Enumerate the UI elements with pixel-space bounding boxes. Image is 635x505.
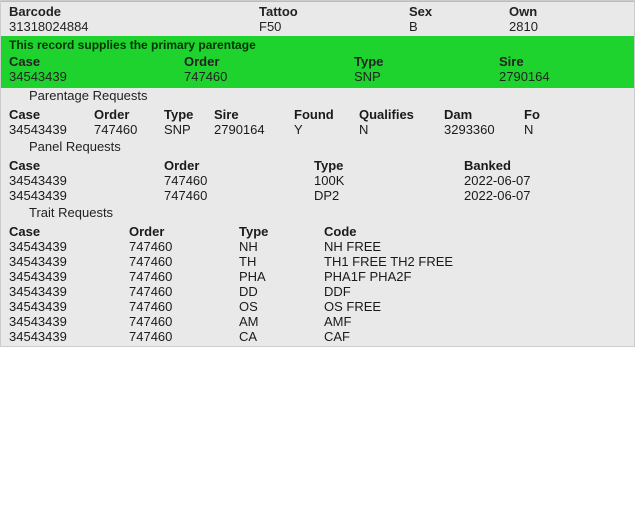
barcode-label: Barcode bbox=[9, 4, 259, 19]
trait-case: 34543439 bbox=[9, 299, 129, 314]
trait-hdr-case: Case bbox=[9, 224, 129, 239]
parentage-fo: N bbox=[524, 122, 626, 137]
panel-section-title: Panel Requests bbox=[1, 139, 634, 156]
trait-hdr-code: Code bbox=[324, 224, 626, 239]
panel-type: DP2 bbox=[314, 188, 464, 203]
primary-type-label: Type bbox=[354, 54, 499, 69]
primary-case-value: 34543439 bbox=[9, 69, 184, 84]
trait-row: 34543439 747460 TH TH1 FREE TH2 FREE bbox=[9, 254, 626, 269]
trait-type: TH bbox=[239, 254, 324, 269]
trait-code: NH FREE bbox=[324, 239, 626, 254]
primary-type-value: SNP bbox=[354, 69, 499, 84]
owner-label: Own bbox=[509, 4, 626, 19]
trait-order: 747460 bbox=[129, 314, 239, 329]
trait-order: 747460 bbox=[129, 239, 239, 254]
primary-order-value: 747460 bbox=[184, 69, 354, 84]
identity-header: Barcode 31318024884 Tattoo F50 Sex B Own… bbox=[1, 1, 634, 36]
trait-type: CA bbox=[239, 329, 324, 344]
trait-type: DD bbox=[239, 284, 324, 299]
trait-row: 34543439 747460 AM AMF bbox=[9, 314, 626, 329]
trait-case: 34543439 bbox=[9, 329, 129, 344]
trait-code: OS FREE bbox=[324, 299, 626, 314]
parentage-hdr-case: Case bbox=[9, 107, 94, 122]
tattoo-label: Tattoo bbox=[259, 4, 409, 19]
trait-type: OS bbox=[239, 299, 324, 314]
trait-case: 34543439 bbox=[9, 254, 129, 269]
trait-row: 34543439 747460 DD DDF bbox=[9, 284, 626, 299]
trait-order: 747460 bbox=[129, 269, 239, 284]
trait-type: PHA bbox=[239, 269, 324, 284]
panel-case: 34543439 bbox=[9, 173, 164, 188]
panel-hdr-case: Case bbox=[9, 158, 164, 173]
panel-hdr-type: Type bbox=[314, 158, 464, 173]
parentage-hdr-qualifies: Qualifies bbox=[359, 107, 444, 122]
trait-code: AMF bbox=[324, 314, 626, 329]
parentage-dam: 3293360 bbox=[444, 122, 524, 137]
parentage-qualifies: N bbox=[359, 122, 444, 137]
trait-row: 34543439 747460 NH NH FREE bbox=[9, 239, 626, 254]
primary-sire-label: Sire bbox=[499, 54, 626, 69]
panel-type: 100K bbox=[314, 173, 464, 188]
panel-banked: 2022-06-07 bbox=[464, 188, 626, 203]
panel-header-row: Case Order Type Banked bbox=[9, 158, 626, 173]
parentage-order: 747460 bbox=[94, 122, 164, 137]
trait-order: 747460 bbox=[129, 254, 239, 269]
trait-hdr-order: Order bbox=[129, 224, 239, 239]
parentage-header-row: Case Order Type Sire Found Qualifies Dam… bbox=[9, 107, 626, 122]
parentage-hdr-fo: Fo bbox=[524, 107, 626, 122]
trait-table: Case Order Type Code 34543439 747460 NH … bbox=[1, 222, 634, 346]
parentage-table: Case Order Type Sire Found Qualifies Dam… bbox=[1, 105, 634, 139]
trait-case: 34543439 bbox=[9, 284, 129, 299]
sex-label: Sex bbox=[409, 4, 509, 19]
trait-code: CAF bbox=[324, 329, 626, 344]
parentage-sire: 2790164 bbox=[214, 122, 294, 137]
panel-row: 34543439 747460 100K 2022-06-07 bbox=[9, 173, 626, 188]
panel-case: 34543439 bbox=[9, 188, 164, 203]
trait-order: 747460 bbox=[129, 329, 239, 344]
parentage-hdr-sire: Sire bbox=[214, 107, 294, 122]
tattoo-value: F50 bbox=[259, 19, 409, 34]
primary-order-label: Order bbox=[184, 54, 354, 69]
trait-row: 34543439 747460 PHA PHA1F PHA2F bbox=[9, 269, 626, 284]
panel-table: Case Order Type Banked 34543439 747460 1… bbox=[1, 156, 634, 205]
parentage-hdr-type: Type bbox=[164, 107, 214, 122]
panel-order: 747460 bbox=[164, 173, 314, 188]
trait-code: DDF bbox=[324, 284, 626, 299]
panel-hdr-order: Order bbox=[164, 158, 314, 173]
trait-case: 34543439 bbox=[9, 314, 129, 329]
trait-order: 747460 bbox=[129, 299, 239, 314]
trait-row: 34543439 747460 CA CAF bbox=[9, 329, 626, 344]
trait-hdr-type: Type bbox=[239, 224, 324, 239]
parentage-hdr-order: Order bbox=[94, 107, 164, 122]
parentage-hdr-dam: Dam bbox=[444, 107, 524, 122]
trait-type: NH bbox=[239, 239, 324, 254]
parentage-type: SNP bbox=[164, 122, 214, 137]
parentage-case: 34543439 bbox=[9, 122, 94, 137]
barcode-value: 31318024884 bbox=[9, 19, 259, 34]
panel-hdr-banked: Banked bbox=[464, 158, 626, 173]
parentage-section-title: Parentage Requests bbox=[1, 88, 634, 105]
trait-case: 34543439 bbox=[9, 239, 129, 254]
primary-parentage-message: This record supplies the primary parenta… bbox=[9, 38, 626, 52]
panel-row: 34543439 747460 DP2 2022-06-07 bbox=[9, 188, 626, 203]
owner-value: 2810 bbox=[509, 19, 626, 34]
panel-order: 747460 bbox=[164, 188, 314, 203]
primary-sire-value: 2790164 bbox=[499, 69, 626, 84]
trait-order: 747460 bbox=[129, 284, 239, 299]
trait-header-row: Case Order Type Code bbox=[9, 224, 626, 239]
primary-parentage-band: This record supplies the primary parenta… bbox=[1, 36, 634, 88]
trait-section-title: Trait Requests bbox=[1, 205, 634, 222]
primary-case-label: Case bbox=[9, 54, 184, 69]
record-panel: Barcode 31318024884 Tattoo F50 Sex B Own… bbox=[0, 0, 635, 347]
parentage-found: Y bbox=[294, 122, 359, 137]
parentage-row: 34543439 747460 SNP 2790164 Y N 3293360 … bbox=[9, 122, 626, 137]
trait-code: PHA1F PHA2F bbox=[324, 269, 626, 284]
panel-banked: 2022-06-07 bbox=[464, 173, 626, 188]
trait-code: TH1 FREE TH2 FREE bbox=[324, 254, 626, 269]
trait-row: 34543439 747460 OS OS FREE bbox=[9, 299, 626, 314]
trait-case: 34543439 bbox=[9, 269, 129, 284]
parentage-hdr-found: Found bbox=[294, 107, 359, 122]
trait-type: AM bbox=[239, 314, 324, 329]
sex-value: B bbox=[409, 19, 509, 34]
